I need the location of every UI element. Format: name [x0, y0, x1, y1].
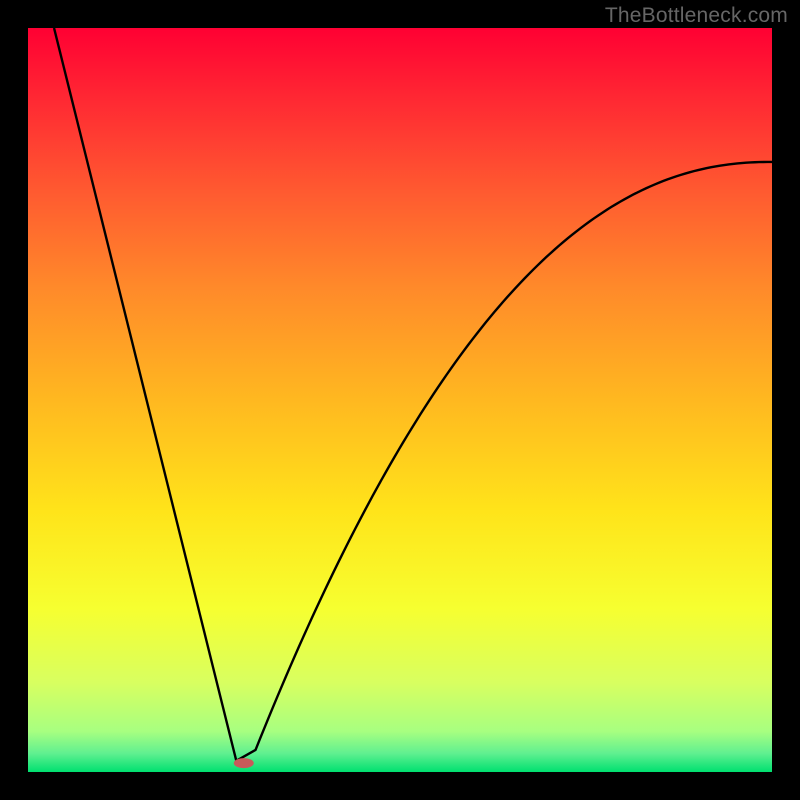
plot-background	[28, 28, 772, 772]
watermark-text: TheBottleneck.com	[605, 4, 788, 28]
optimum-marker	[234, 758, 254, 768]
chart-svg	[0, 0, 800, 800]
chart-container: TheBottleneck.com	[0, 0, 800, 800]
